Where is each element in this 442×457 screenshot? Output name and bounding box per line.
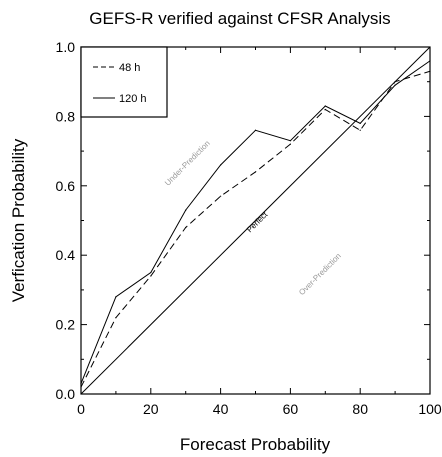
data-point (80, 386, 82, 388)
data-point (150, 275, 152, 277)
legend-label-1: 120 h (119, 93, 147, 105)
y-tick-label: 0.0 (56, 386, 76, 402)
legend-box (80, 46, 168, 118)
y-tick-label: 0.8 (56, 108, 76, 124)
data-point (220, 195, 222, 197)
data-point (185, 226, 187, 229)
data-point (115, 296, 117, 298)
y-tick-label: 0.6 (56, 178, 76, 194)
annotation-label: Perfect (245, 210, 270, 235)
plot-area: 0 20 40 60 80 100 0.0 0.2 0.4 0.6 0.8 1.0 Under-Pred… (56, 39, 442, 417)
x-tick-label: 20 (143, 401, 159, 417)
y-tick-label: 1.0 (56, 39, 76, 55)
x-tick-label: 100 (418, 401, 442, 417)
annotation-label: Under-Prediction (163, 139, 212, 188)
data-point (359, 122, 361, 124)
legend-label-0: 48 h (119, 62, 140, 74)
data-point (429, 60, 431, 62)
y-axis-label: Verfication Probability (9, 138, 28, 302)
x-axis-label: Forecast Probability (180, 435, 331, 454)
data-point (220, 164, 222, 166)
data-point (254, 129, 257, 131)
x-tick-label: 40 (213, 401, 229, 417)
data-point (115, 317, 117, 319)
chart-title: GEFS-R verified against CFSR Analysis (89, 9, 390, 28)
data-point (185, 209, 187, 211)
x-tick-label: 60 (283, 401, 299, 417)
data-point (80, 382, 82, 385)
perfect-line (80, 46, 431, 395)
data-point (324, 108, 326, 111)
data-point (254, 171, 257, 173)
x-tick-label: 0 (77, 401, 85, 417)
data-point (429, 70, 431, 72)
data-point (150, 271, 152, 274)
data-point (394, 81, 396, 83)
annotation-label: Over-Prediction (297, 251, 343, 297)
data-point (394, 84, 396, 86)
data-point (359, 129, 361, 131)
data-point (324, 105, 326, 107)
data-point (289, 143, 291, 145)
x-tick-label: 80 (352, 401, 368, 417)
y-tick-label: 0.2 (56, 317, 76, 333)
data-point (289, 140, 291, 142)
y-tick-label: 0.4 (56, 247, 76, 263)
